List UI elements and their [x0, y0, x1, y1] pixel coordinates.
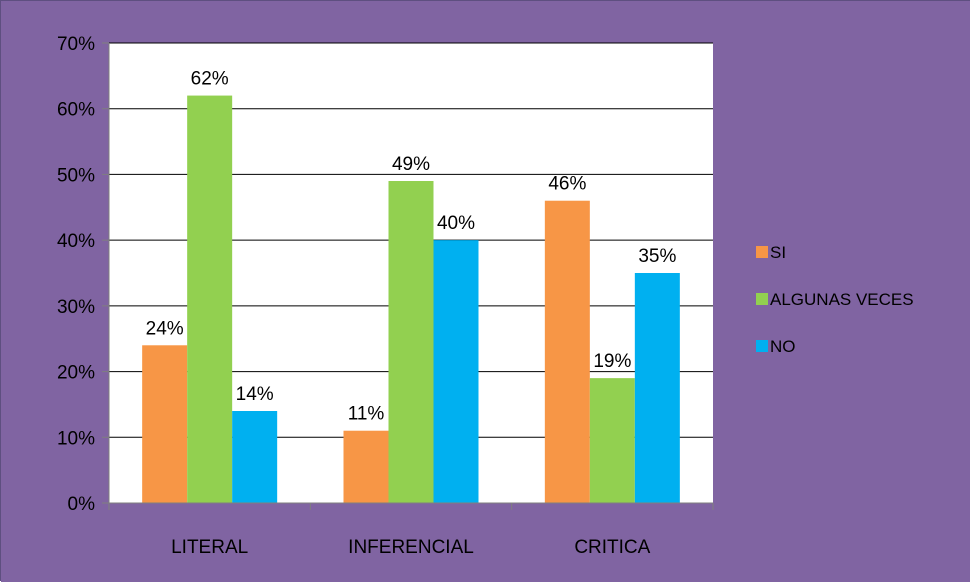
- data-label: 46%: [548, 174, 586, 195]
- bar: [544, 200, 590, 503]
- legend-label: NO: [770, 337, 796, 356]
- bar: [343, 430, 389, 503]
- data-label: 11%: [348, 404, 385, 425]
- data-label: 24%: [146, 318, 184, 339]
- bar: [433, 240, 479, 503]
- y-tick-label: 20%: [57, 363, 95, 384]
- legend-swatch: [756, 340, 768, 352]
- x-tick-label: LITERAL: [171, 537, 248, 558]
- data-label: 14%: [236, 384, 274, 405]
- bar: [589, 378, 635, 503]
- data-labels: 24% 62% 14% 11% 49% 40% 46% 19% 35%: [146, 69, 677, 425]
- y-tick-label: 0%: [68, 494, 96, 515]
- y-tick-label: 50%: [57, 165, 95, 186]
- data-label: 35%: [638, 246, 676, 267]
- bar: [232, 411, 278, 503]
- data-label: 19%: [593, 351, 631, 372]
- bar: [142, 345, 188, 503]
- legend-swatch: [756, 246, 768, 258]
- y-tick-label: 30%: [57, 297, 95, 318]
- bar: [634, 273, 680, 503]
- data-label: 49%: [392, 154, 430, 175]
- x-tick-label: INFERENCIAL: [348, 537, 474, 558]
- y-tick-label: 60%: [57, 100, 95, 121]
- legend: SI ALGUNAS VECES NO: [756, 243, 914, 356]
- y-tick-label: 70%: [57, 34, 95, 55]
- bar: [388, 181, 434, 503]
- y-tick-label: 10%: [57, 428, 95, 449]
- legend-label: SI: [770, 243, 786, 262]
- legend-label: ALGUNAS VECES: [770, 290, 914, 309]
- bar: [187, 95, 233, 504]
- bars: [142, 95, 680, 504]
- x-tick-label: CRITICA: [574, 537, 650, 558]
- y-tick-label: 40%: [57, 231, 95, 252]
- axes: 0% 10% 20% 30% 40% 50% 60% 70% LITERAL INFERENCIA…: [57, 34, 714, 558]
- legend-swatch: [756, 293, 768, 305]
- data-label: 40%: [437, 213, 475, 234]
- data-label: 62%: [191, 69, 229, 90]
